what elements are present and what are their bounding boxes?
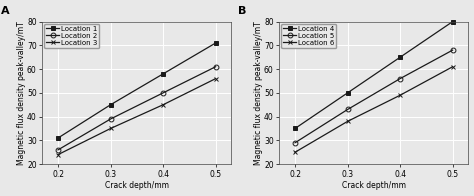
- Line: Location 1: Location 1: [55, 41, 218, 140]
- Location 6: [345, 120, 350, 122]
- Line: Location 6: Location 6: [292, 64, 455, 155]
- Legend: Location 1, Location 2, Location 3: Location 1, Location 2, Location 3: [45, 24, 100, 48]
- Location 1: [55, 137, 61, 139]
- Line: Location 5: Location 5: [292, 48, 455, 145]
- Location 1: [160, 73, 166, 75]
- Location 6: [292, 151, 298, 153]
- Location 5: [345, 108, 350, 111]
- Location 3: [108, 127, 113, 130]
- Line: Location 2: Location 2: [55, 64, 218, 152]
- Location 3: [55, 153, 61, 156]
- Location 4: [345, 92, 350, 94]
- Location 2: [108, 118, 113, 120]
- Y-axis label: Magnetic flux density peak-valley/mT: Magnetic flux density peak-valley/mT: [254, 21, 263, 165]
- X-axis label: Crack depth/mm: Crack depth/mm: [342, 181, 406, 191]
- Legend: Location 4, Location 5, Location 6: Location 4, Location 5, Location 6: [282, 24, 337, 48]
- Location 4: [450, 20, 456, 23]
- Location 3: [213, 77, 219, 80]
- Location 4: [292, 127, 298, 130]
- Location 2: [213, 65, 219, 68]
- Location 6: [450, 65, 456, 68]
- Location 5: [450, 49, 456, 51]
- Location 6: [397, 94, 403, 96]
- Text: A: A: [0, 6, 9, 16]
- Location 4: [397, 56, 403, 58]
- Location 1: [108, 103, 113, 106]
- Text: B: B: [237, 6, 246, 16]
- Location 2: [160, 92, 166, 94]
- X-axis label: Crack depth/mm: Crack depth/mm: [105, 181, 169, 191]
- Location 3: [160, 103, 166, 106]
- Location 1: [213, 42, 219, 44]
- Line: Location 3: Location 3: [55, 76, 218, 157]
- Line: Location 4: Location 4: [292, 19, 455, 131]
- Location 5: [292, 142, 298, 144]
- Y-axis label: Magnetic flux density peak-valley/mT: Magnetic flux density peak-valley/mT: [17, 21, 26, 165]
- Location 5: [397, 77, 403, 80]
- Location 2: [55, 149, 61, 151]
